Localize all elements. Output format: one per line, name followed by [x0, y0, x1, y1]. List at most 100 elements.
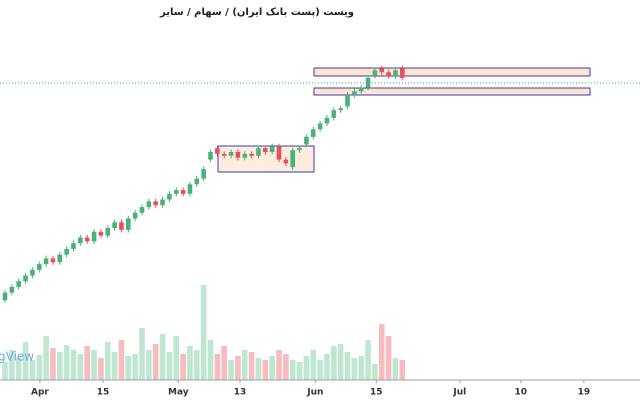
- candle-body: [64, 248, 69, 255]
- volume-bar: [104, 342, 111, 380]
- candle-body: [112, 222, 117, 228]
- candle-body: [9, 286, 15, 293]
- x-tick-label: 10: [515, 388, 528, 398]
- volume-bar: [194, 350, 200, 380]
- candle-body: [139, 207, 145, 213]
- candle-body: [180, 190, 186, 194]
- volume-bar: [63, 345, 70, 380]
- volume-bar: [235, 356, 241, 380]
- volume-bar: [173, 336, 180, 380]
- volume-bar: [84, 346, 91, 380]
- candle-body: [283, 159, 289, 164]
- candle-body: [30, 269, 35, 276]
- drawing-rectangle[interactable]: [217, 145, 315, 173]
- volume-bar: [2, 362, 8, 380]
- volume-bar: [378, 324, 385, 380]
- candle-body: [400, 68, 405, 78]
- x-tick-label: 19: [578, 388, 591, 398]
- x-tick-label: Jul: [452, 388, 466, 398]
- candle-body: [263, 148, 268, 152]
- volume-bar: [331, 346, 337, 380]
- volume-bar: [228, 360, 234, 380]
- volume-bar: [324, 354, 330, 380]
- candle-body: [269, 146, 275, 152]
- candle-body: [91, 231, 97, 242]
- candle-body: [324, 117, 330, 124]
- candle-body: [358, 87, 364, 92]
- volume-bar: [50, 348, 56, 380]
- volume-bar: [221, 346, 228, 380]
- chart-title: ویست (پست بانک ایران) / سهام / سایر: [159, 7, 354, 18]
- candle-body: [173, 190, 179, 194]
- candle-body: [221, 153, 227, 156]
- candle-body: [119, 222, 124, 230]
- volume-bar: [214, 354, 221, 380]
- volume-layer: [2, 285, 406, 380]
- volume-bar: [43, 336, 49, 380]
- volume-bar: [57, 352, 63, 380]
- candle-body: [160, 199, 165, 206]
- candle-body: [98, 231, 104, 236]
- x-tick-label: Apr: [31, 388, 49, 398]
- candle-body: [126, 218, 131, 230]
- drawing-rectangle[interactable]: [313, 67, 591, 77]
- volume-bar: [262, 360, 269, 380]
- volume-bar: [248, 352, 255, 380]
- volume-bar: [9, 350, 15, 380]
- candle-body: [132, 212, 138, 219]
- candle-body: [187, 184, 193, 194]
- x-tick-label: Jun: [306, 388, 323, 398]
- candle-body: [372, 70, 378, 76]
- volume-bar: [36, 355, 43, 380]
- candle-body: [290, 150, 296, 168]
- volume-bar: [358, 356, 365, 380]
- candle-body: [78, 237, 83, 244]
- volume-bar: [255, 358, 262, 380]
- candle-body: [256, 148, 261, 156]
- candle-body: [50, 258, 56, 263]
- drawing-rectangle[interactable]: [313, 87, 591, 96]
- volume-bar: [310, 350, 317, 380]
- volume-bar: [29, 360, 36, 380]
- candle-body: [215, 148, 220, 154]
- watermark: gView: [0, 350, 34, 364]
- candle-body: [365, 77, 371, 88]
- volume-bar: [289, 360, 296, 380]
- candle-body: [43, 258, 49, 265]
- volume-bar: [200, 285, 207, 380]
- candle-body: [146, 201, 152, 208]
- candle-body: [23, 275, 28, 282]
- volume-bar: [372, 364, 378, 380]
- candle-body: [352, 91, 357, 95]
- volume-bar: [337, 344, 344, 380]
- candle-body: [153, 201, 159, 206]
- volume-bar: [187, 346, 193, 380]
- candle-body: [242, 153, 248, 158]
- volume-bar: [139, 328, 145, 380]
- x-tick-label: 15: [97, 388, 110, 398]
- volume-bar: [132, 354, 138, 380]
- volume-bar: [146, 350, 152, 380]
- volume-bar: [365, 340, 371, 380]
- candle-body: [345, 95, 350, 107]
- candle-body: [167, 193, 172, 200]
- volume-bar: [399, 360, 406, 380]
- volume-bar: [152, 344, 159, 380]
- candle-body: [201, 169, 206, 179]
- volume-bar: [180, 354, 186, 380]
- x-tick-label: 13: [234, 388, 247, 398]
- x-tick-label: May: [168, 388, 189, 398]
- volume-bar: [207, 340, 214, 380]
- candle-body: [379, 68, 385, 73]
- volume-bar: [91, 350, 97, 380]
- candle-body: [2, 292, 8, 301]
- volume-bar: [125, 356, 132, 380]
- volume-bar: [392, 358, 399, 380]
- candle-body: [84, 237, 90, 242]
- volume-bar: [241, 350, 248, 380]
- volume-bar: [77, 354, 84, 380]
- volume-bar: [344, 352, 351, 380]
- volume-bar: [111, 352, 118, 380]
- candle-body: [249, 153, 254, 156]
